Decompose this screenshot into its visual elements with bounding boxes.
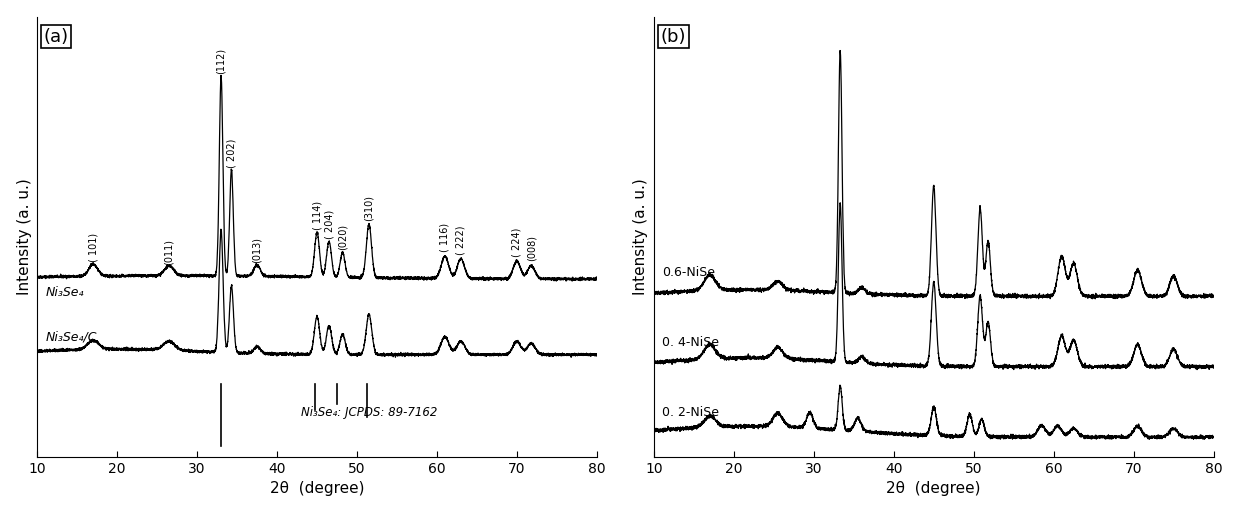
Text: (112): (112) xyxy=(216,48,225,74)
Y-axis label: Intensity (a. u.): Intensity (a. u.) xyxy=(16,179,32,295)
Y-axis label: Intensity (a. u.): Intensity (a. u.) xyxy=(633,179,648,295)
Text: ( 101): ( 101) xyxy=(88,233,98,262)
Text: (310): (310) xyxy=(364,195,374,221)
Text: 0.6-NiSe: 0.6-NiSe xyxy=(662,266,715,279)
Text: (b): (b) xyxy=(660,28,686,46)
X-axis label: 2θ  (degree): 2θ (degree) xyxy=(270,481,364,497)
Text: ( 224): ( 224) xyxy=(512,227,522,257)
X-axis label: 2θ  (degree): 2θ (degree) xyxy=(886,481,981,497)
Text: ( 204): ( 204) xyxy=(325,210,335,239)
Text: (013): (013) xyxy=(252,238,263,264)
Text: 0. 4-NiSe: 0. 4-NiSe xyxy=(662,336,719,349)
Text: ( 202): ( 202) xyxy=(227,139,237,168)
Text: 0. 2-NiSe: 0. 2-NiSe xyxy=(662,406,719,420)
Text: (008): (008) xyxy=(527,235,536,261)
Text: ( 222): ( 222) xyxy=(456,225,466,254)
Text: Ni₃Se₄: Ni₃Se₄ xyxy=(45,286,84,299)
Text: Ni₃Se₄/C: Ni₃Se₄/C xyxy=(45,330,97,344)
Text: Ni₃Se₄: JCPDS: 89-7162: Ni₃Se₄: JCPDS: 89-7162 xyxy=(301,406,437,419)
Text: (a): (a) xyxy=(43,28,68,46)
Text: ( 116): ( 116) xyxy=(440,223,450,252)
Text: ( 114): ( 114) xyxy=(312,201,322,230)
Text: (011): (011) xyxy=(164,239,175,265)
Text: (020): (020) xyxy=(337,224,348,250)
